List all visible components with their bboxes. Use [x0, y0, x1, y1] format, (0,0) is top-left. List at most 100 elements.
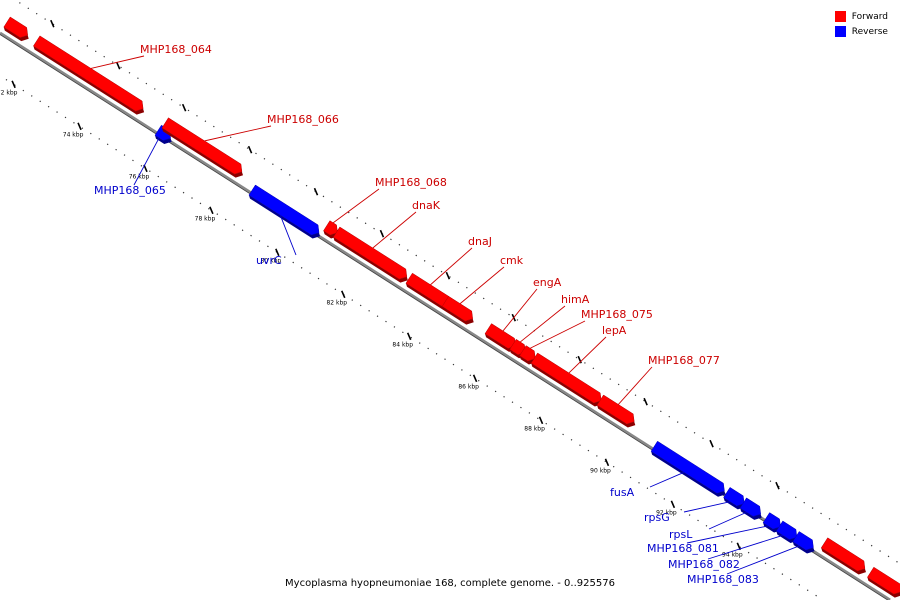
gene-uvrc-arrow — [248, 184, 320, 236]
leader-enga — [502, 288, 538, 332]
leader-rpsg — [683, 501, 731, 513]
leader-mhp168_066 — [204, 125, 272, 142]
lower-major-tick — [472, 374, 478, 383]
upper-major-tick — [775, 481, 780, 490]
tick-label: 80 kbp — [261, 257, 282, 264]
gene-partial-20-arrow — [820, 537, 866, 572]
gene-label-mhp168_068: MHP168_068 — [375, 176, 447, 189]
gene-mhp168_082-shadow — [776, 531, 798, 543]
upper-major-tick — [709, 439, 714, 448]
tick-label: 78 kbp — [195, 215, 216, 222]
tick-label: 76 kbp — [129, 173, 150, 180]
tick-label: 72 kbp — [0, 89, 18, 96]
leader-hima — [520, 305, 566, 343]
leader-mhp168_075 — [529, 320, 586, 349]
leader-mhp168_083 — [726, 545, 800, 575]
gene-rpsg-shadow — [723, 497, 746, 510]
upper-major-tick — [181, 103, 187, 112]
gene-mhp168_083-shadow — [792, 541, 815, 554]
leader-dnak — [372, 211, 417, 249]
gene-partial-21-shadow — [867, 577, 900, 598]
gene-label-uvrc: uvrC — [256, 254, 282, 267]
tick-label: 94 kbp — [722, 551, 743, 558]
gene-rpsg-arrow — [723, 487, 745, 507]
leader-mhp168_068 — [332, 188, 380, 224]
tick-label: 86 kbp — [458, 383, 479, 390]
upper-major-tick — [115, 61, 121, 70]
gene-label-fusa: fusA — [610, 486, 635, 499]
upper-major-tick — [50, 19, 55, 28]
gene-label-mhp168_077: MHP168_077 — [648, 354, 720, 367]
tick-label: 88 kbp — [524, 425, 545, 432]
leader-mhp168_082 — [707, 534, 784, 560]
upper-major-tick — [379, 229, 385, 238]
upper-major-tick — [313, 187, 319, 196]
gene-partial-0-shadow — [3, 27, 29, 42]
lower-major-tick — [209, 206, 214, 215]
leader-lepa — [568, 336, 607, 374]
gene-fusa-arrow — [650, 440, 725, 494]
forward-swatch — [834, 11, 846, 22]
gene-mhp168_064-arrow — [33, 35, 144, 112]
gene-label-mhp168_064: MHP168_064 — [140, 43, 212, 56]
tick-label: 90 kbp — [590, 467, 611, 474]
tick-label: 82 kbp — [326, 299, 347, 306]
upper-major-tick — [643, 397, 648, 406]
lower-major-tick — [670, 500, 676, 509]
lower-major-tick — [341, 290, 346, 299]
gene-label-mhp168_065: MHP168_065 — [94, 184, 166, 197]
gene-mhp168_081-arrow — [762, 512, 781, 530]
gene-label-mhp168_066: MHP168_066 — [267, 113, 339, 126]
gene-label-mhp168_081: MHP168_081 — [647, 542, 719, 555]
gene-mhp168_075-arrow — [519, 345, 536, 362]
legend: Forward Reverse — [834, 9, 888, 39]
lower-major-tick — [275, 248, 280, 257]
gene-label-lepa: lepA — [602, 324, 627, 337]
lower-major-tick — [406, 332, 412, 341]
lower-major-tick — [11, 80, 16, 89]
leader-mhp168_077 — [618, 366, 653, 405]
gene-cmk-shadow — [442, 306, 474, 325]
lower-major-tick — [538, 416, 544, 425]
gene-label-cmk: cmk — [500, 254, 524, 267]
gene-dnak-arrow — [333, 226, 408, 280]
upper-guide-dots — [19, 2, 900, 565]
gene-label-mhp168_083: MHP168_083 — [687, 573, 759, 586]
leader-rpsl — [708, 511, 747, 530]
lower-major-tick — [604, 458, 610, 467]
gene-mhp168_082-arrow — [775, 520, 798, 540]
legend-label-reverse: Reverse — [851, 26, 888, 37]
gene-label-hima: himA — [561, 293, 590, 306]
gene-mhp168_077-shadow — [597, 405, 636, 428]
leader-uvrc — [279, 214, 297, 256]
leader-cmk — [459, 266, 505, 304]
upper-major-tick — [445, 271, 451, 280]
lower-guide-dots — [0, 74, 825, 600]
gene-cmk-arrow — [441, 295, 473, 322]
leader-mhp168_081 — [686, 525, 769, 544]
gene-mhp168_066-arrow — [161, 117, 243, 175]
map-caption: Mycoplasma hyopneumoniae 168, complete g… — [285, 578, 615, 589]
gene-mhp168_068-arrow — [323, 220, 338, 236]
gene-label-dnak: dnaK — [412, 199, 441, 212]
gene-mhp168_065-shadow — [155, 135, 172, 144]
gene-label-enga: engA — [533, 276, 562, 289]
leader-fusa — [649, 471, 685, 488]
gene-label-rpsl: rpsL — [669, 528, 693, 541]
gene-partial-0-arrow — [3, 16, 28, 38]
gene-mhp168_077-arrow — [596, 394, 635, 425]
gene-label-rpsg: rpsG — [644, 511, 670, 524]
legend-item-reverse: Reverse — [834, 24, 888, 39]
leader-mhp168_064 — [90, 55, 145, 69]
reverse-swatch — [834, 26, 846, 37]
gene-lepa-arrow — [530, 352, 602, 404]
gene-mhp168_083-arrow — [792, 531, 814, 551]
gene-partial-21-arrow — [867, 566, 900, 595]
leader-mhp168_065 — [133, 137, 160, 186]
gene-label-mhp168_082: MHP168_082 — [668, 558, 740, 571]
gene-rpsl-shadow — [740, 508, 762, 520]
legend-label-forward: Forward — [851, 11, 888, 22]
gene-partial-20-shadow — [821, 547, 866, 575]
gene-rpsl-arrow — [739, 497, 761, 517]
